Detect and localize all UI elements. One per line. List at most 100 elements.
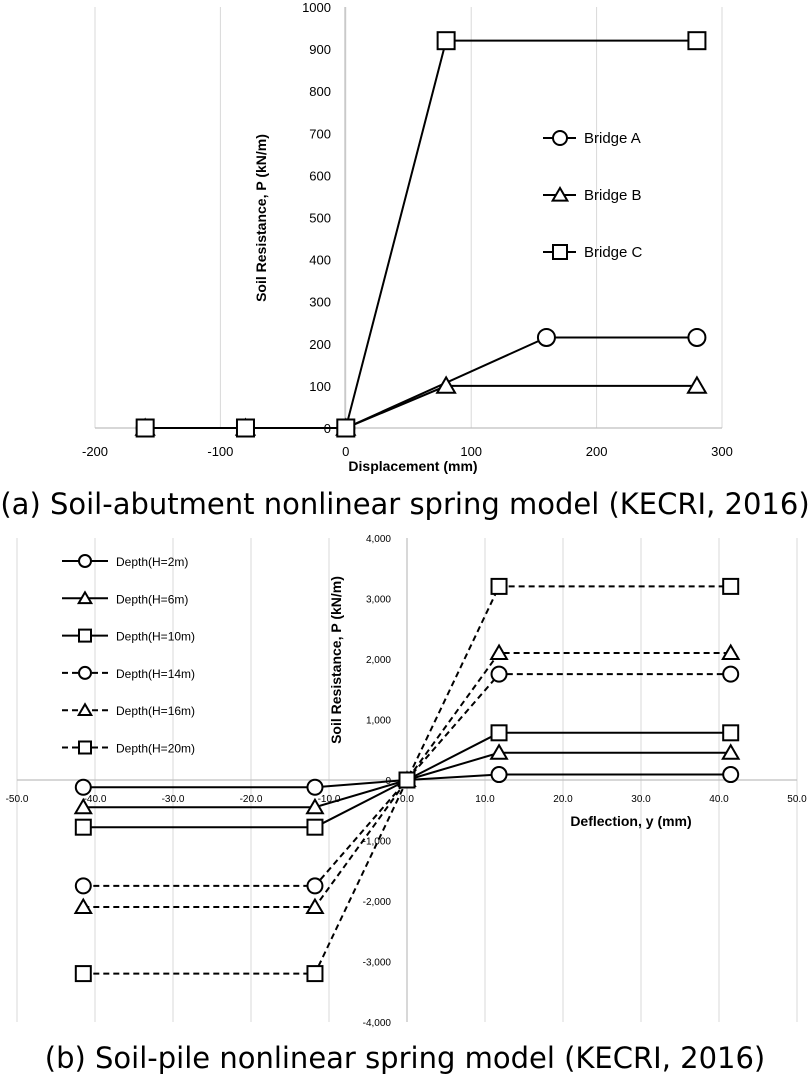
series-3-point (722, 724, 740, 742)
series-6-point (398, 771, 416, 789)
series-5-point (721, 643, 741, 660)
series-3-point (490, 724, 508, 742)
x-tick-label: 0 (342, 444, 349, 459)
legend-marker-5 (76, 702, 94, 716)
series-2-point (435, 375, 457, 394)
series-1-point (74, 778, 92, 796)
x-tick-label: 50.0 (787, 794, 807, 805)
y-tick-label: 4,000 (366, 534, 391, 545)
series-1-point (490, 766, 508, 784)
y-tick-label: 400 (309, 253, 331, 268)
series-line-1 (145, 336, 697, 429)
series-3-point (306, 818, 324, 836)
series-line-2 (145, 384, 697, 429)
series-4-point (306, 877, 324, 895)
legend-marker-2 (76, 590, 94, 605)
chart-soil-pile: -4,000-3,000-2,000-1,00001,0002,0003,000… (6, 534, 808, 1029)
series-3-point (687, 31, 707, 51)
series-3-point (74, 818, 92, 836)
series-5-point (73, 897, 93, 915)
legend-marker-3 (78, 628, 92, 643)
series-4-point (722, 665, 740, 683)
legend-label-2: Bridge B (584, 187, 642, 204)
y-tick-label: 700 (309, 126, 331, 141)
y-tick-label: 300 (309, 295, 331, 310)
x-tick-label: 100 (460, 444, 482, 459)
series-2-point (489, 743, 509, 760)
series-2-point (305, 797, 325, 815)
series-4-point (74, 877, 92, 895)
series-5-point (489, 643, 509, 660)
chart-soil-abutment: 0 100 200 300 400 500 600 700 800 900 1000 -200 -100… (82, 0, 733, 474)
legend-marker-4 (78, 665, 92, 680)
y-tick-label: 1000 (302, 0, 331, 15)
x-tick-label: 200 (586, 444, 608, 459)
y-tick-label: 2,000 (366, 655, 391, 666)
series-3-point (436, 31, 456, 51)
legend-marker-3 (552, 244, 568, 260)
y-tick-label: -2,000 (363, 897, 392, 908)
series-1-point (536, 327, 556, 347)
x-axis-title: Deflection, y (mm) (570, 813, 691, 829)
y-tick-label: -3,000 (363, 958, 392, 969)
legend-marker-1 (552, 130, 568, 146)
x-tick-label: -10.0 (318, 794, 341, 805)
legend-marker-2 (550, 186, 570, 202)
series-line-3 (145, 39, 697, 429)
x-tick-label: 40.0 (709, 794, 729, 805)
y-tick-label: 900 (309, 42, 331, 57)
y-tick-label: 500 (309, 211, 331, 226)
series-1-point (722, 766, 740, 784)
legend-marker-6 (78, 740, 92, 755)
series-2-point (686, 375, 708, 394)
series-2-point (73, 797, 93, 815)
legend-label-3: Depth(H=10m) (116, 630, 195, 644)
series-3-point (336, 418, 356, 438)
x-tick-label: -200 (82, 444, 108, 459)
y-axis-title: Soil Resistance, P (kN/m) (253, 134, 269, 302)
x-tick-label: -20.0 (240, 794, 263, 805)
series-6-point (722, 577, 740, 595)
legend-label-2: Depth(H=6m) (116, 592, 188, 606)
series-5-point (305, 897, 325, 915)
caption-a: (a) Soil-abutment nonlinear spring model… (0, 487, 809, 521)
y-tick-label: -1,000 (363, 837, 392, 848)
y-axis-title: Soil Resistance, P (kN/m) (328, 576, 344, 744)
series-3-point (135, 418, 155, 438)
y-tick-label: -4,000 (363, 1018, 392, 1029)
series-line-6 (83, 585, 731, 975)
y-tick-label: 1,000 (366, 716, 391, 727)
x-tick-label: 30.0 (631, 794, 651, 805)
x-tick-label: 300 (711, 444, 733, 459)
x-tick-label: -30.0 (162, 794, 185, 805)
series-4-point (490, 665, 508, 683)
y-tick-label: 100 (309, 379, 331, 394)
legend-label-3: Bridge C (584, 244, 643, 261)
x-axis-title: Displacement (mm) (348, 458, 477, 474)
series-line-5 (83, 651, 731, 909)
y-tick-label: 600 (309, 168, 331, 183)
y-tick-label: 200 (309, 337, 331, 352)
y-tick-label: 3,000 (366, 595, 391, 606)
x-tick-label: 20.0 (553, 794, 573, 805)
series-6-point (490, 577, 508, 595)
series-1-point (687, 327, 707, 347)
x-tick-label: -40.0 (84, 794, 107, 805)
legend-marker-1 (78, 554, 92, 568)
legend-label-6: Depth(H=20m) (116, 742, 195, 756)
series-2-point (721, 743, 741, 760)
x-tick-label: -50.0 (6, 794, 29, 805)
x-tick-label: -100 (207, 444, 233, 459)
y-tick-label: 800 (309, 84, 331, 99)
series-6-point (306, 965, 324, 983)
legend-label-1: Bridge A (584, 130, 641, 147)
legend-label-1: Depth(H=2m) (116, 555, 188, 569)
series-1-point (306, 778, 324, 796)
legend-label-4: Depth(H=14m) (116, 667, 195, 681)
series-6-point (74, 965, 92, 983)
series-3-point (235, 418, 255, 438)
x-tick-label: 10.0 (475, 794, 495, 805)
caption-b: (b) Soil-pile nonlinear spring model (KE… (45, 1041, 766, 1075)
x-tick-label: 0.0 (400, 794, 414, 805)
